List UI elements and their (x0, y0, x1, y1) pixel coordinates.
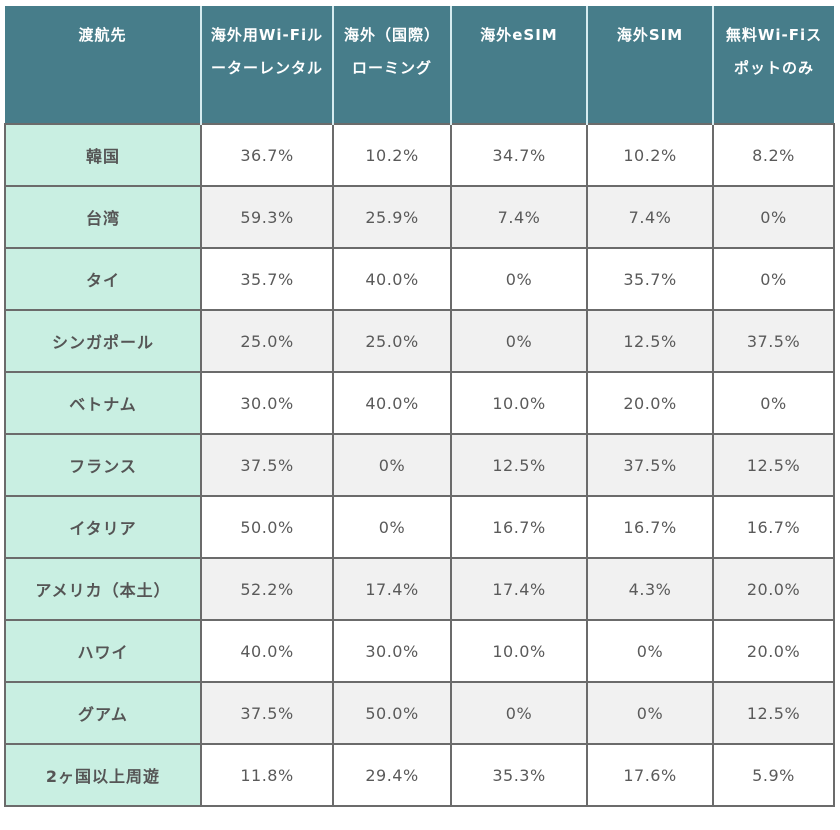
percentage-cell: 16.7% (712, 495, 835, 559)
header-esim: 海外eSIM (450, 6, 588, 124)
percentage-cell: 25.9% (332, 185, 452, 249)
percentage-cell: 0% (450, 681, 588, 745)
header-row: 渡航先 海外用Wi-Fiルーターレンタル 海外（国際）ローミング 海外eSIM … (5, 6, 834, 124)
percentage-cell: 40.0% (200, 619, 334, 683)
percentage-cell: 10.0% (450, 619, 588, 683)
percentage-cell: 11.8% (200, 743, 334, 807)
percentage-cell: 30.0% (200, 371, 334, 435)
connectivity-survey-table: 渡航先 海外用Wi-Fiルーターレンタル 海外（国際）ローミング 海外eSIM … (4, 6, 835, 807)
percentage-cell: 17.6% (586, 743, 714, 807)
percentage-cell: 0% (332, 433, 452, 497)
table-row: シンガポール 25.0% 25.0% 0% 12.5% 37.5% (4, 309, 835, 373)
table-row: ベトナム 30.0% 40.0% 10.0% 20.0% 0% (4, 371, 835, 435)
percentage-cell: 40.0% (332, 247, 452, 311)
table-row: ハワイ 40.0% 30.0% 10.0% 0% 20.0% (4, 619, 835, 683)
percentage-cell: 0% (450, 309, 588, 373)
percentage-cell: 12.5% (712, 433, 835, 497)
percentage-cell: 36.7% (200, 123, 334, 187)
percentage-cell: 10.2% (332, 123, 452, 187)
table-row: グアム 37.5% 50.0% 0% 0% 12.5% (4, 681, 835, 745)
header-destination: 渡航先 (5, 6, 202, 124)
destination-cell: グアム (4, 681, 202, 745)
percentage-cell: 12.5% (586, 309, 714, 373)
percentage-cell: 30.0% (332, 619, 452, 683)
header-wifi-router-rental: 海外用Wi-Fiルーターレンタル (200, 6, 334, 124)
header-free-wifi-only: 無料Wi-Fiスポットのみ (712, 6, 834, 124)
table-row: タイ 35.7% 40.0% 0% 35.7% 0% (4, 247, 835, 311)
percentage-cell: 50.0% (200, 495, 334, 559)
destination-cell: 韓国 (4, 123, 202, 187)
percentage-cell: 16.7% (586, 495, 714, 559)
percentage-cell: 25.0% (332, 309, 452, 373)
percentage-cell: 20.0% (712, 557, 835, 621)
percentage-cell: 0% (712, 247, 835, 311)
percentage-cell: 12.5% (450, 433, 588, 497)
percentage-cell: 52.2% (200, 557, 334, 621)
percentage-cell: 40.0% (332, 371, 452, 435)
percentage-cell: 12.5% (712, 681, 835, 745)
percentage-cell: 59.3% (200, 185, 334, 249)
percentage-cell: 4.3% (586, 557, 714, 621)
destination-cell: 台湾 (4, 185, 202, 249)
percentage-cell: 7.4% (586, 185, 714, 249)
percentage-cell: 7.4% (450, 185, 588, 249)
header-sim: 海外SIM (586, 6, 714, 124)
destination-cell: タイ (4, 247, 202, 311)
percentage-cell: 0% (712, 371, 835, 435)
destination-cell: シンガポール (4, 309, 202, 373)
table-row: 台湾 59.3% 25.9% 7.4% 7.4% 0% (4, 185, 835, 249)
table-row: 2ヶ国以上周遊 11.8% 29.4% 35.3% 17.6% 5.9% (4, 743, 835, 807)
percentage-cell: 0% (586, 681, 714, 745)
percentage-cell: 35.7% (200, 247, 334, 311)
percentage-cell: 37.5% (200, 681, 334, 745)
destination-cell: アメリカ（本土） (4, 557, 202, 621)
percentage-cell: 17.4% (450, 557, 588, 621)
table-row: 韓国 36.7% 10.2% 34.7% 10.2% 8.2% (4, 123, 835, 187)
destination-cell: ハワイ (4, 619, 202, 683)
percentage-cell: 37.5% (586, 433, 714, 497)
percentage-cell: 20.0% (712, 619, 835, 683)
table-row: アメリカ（本土） 52.2% 17.4% 17.4% 4.3% 20.0% (4, 557, 835, 621)
destination-cell: 2ヶ国以上周遊 (4, 743, 202, 807)
percentage-cell: 17.4% (332, 557, 452, 621)
table-row: イタリア 50.0% 0% 16.7% 16.7% 16.7% (4, 495, 835, 559)
percentage-cell: 5.9% (712, 743, 835, 807)
percentage-cell: 34.7% (450, 123, 588, 187)
percentage-cell: 35.3% (450, 743, 588, 807)
percentage-cell: 0% (712, 185, 835, 249)
percentage-cell: 0% (450, 247, 588, 311)
percentage-cell: 8.2% (712, 123, 835, 187)
percentage-cell: 37.5% (200, 433, 334, 497)
percentage-cell: 16.7% (450, 495, 588, 559)
percentage-cell: 25.0% (200, 309, 334, 373)
percentage-cell: 10.0% (450, 371, 588, 435)
destination-cell: イタリア (4, 495, 202, 559)
percentage-cell: 35.7% (586, 247, 714, 311)
destination-cell: フランス (4, 433, 202, 497)
percentage-cell: 37.5% (712, 309, 835, 373)
destination-cell: ベトナム (4, 371, 202, 435)
table-row: フランス 37.5% 0% 12.5% 37.5% 12.5% (4, 433, 835, 497)
percentage-cell: 0% (332, 495, 452, 559)
percentage-cell: 20.0% (586, 371, 714, 435)
header-international-roaming: 海外（国際）ローミング (332, 6, 452, 124)
percentage-cell: 50.0% (332, 681, 452, 745)
percentage-cell: 29.4% (332, 743, 452, 807)
percentage-cell: 10.2% (586, 123, 714, 187)
percentage-cell: 0% (586, 619, 714, 683)
